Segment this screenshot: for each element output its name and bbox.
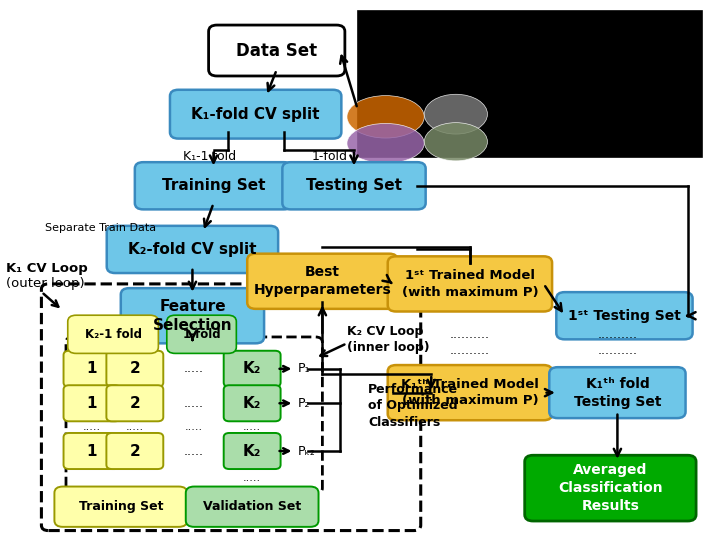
Text: ..........: .......... xyxy=(598,344,637,357)
FancyBboxPatch shape xyxy=(358,11,702,157)
Text: 1: 1 xyxy=(87,443,97,458)
FancyBboxPatch shape xyxy=(121,288,264,344)
Text: K₁ᵗʰ fold
Testing Set: K₁ᵗʰ fold Testing Set xyxy=(573,377,661,408)
Text: .....: ..... xyxy=(184,397,204,410)
Text: Data Set: Data Set xyxy=(236,41,317,59)
FancyBboxPatch shape xyxy=(107,226,278,273)
FancyBboxPatch shape xyxy=(106,433,164,469)
Text: K₂ CV Loop
(inner loop): K₂ CV Loop (inner loop) xyxy=(347,325,430,354)
Text: 2: 2 xyxy=(130,396,140,411)
FancyBboxPatch shape xyxy=(106,385,164,421)
FancyBboxPatch shape xyxy=(185,487,319,527)
Text: K₁ᵗʰ Trained Model
(with maximum P): K₁ᵗʰ Trained Model (with maximum P) xyxy=(401,378,539,407)
FancyBboxPatch shape xyxy=(106,351,164,387)
Text: .....: ..... xyxy=(185,422,203,432)
Text: ..........: .......... xyxy=(450,344,490,357)
Ellipse shape xyxy=(347,95,424,138)
FancyBboxPatch shape xyxy=(224,385,280,421)
Text: Best
Hyperparameters: Best Hyperparameters xyxy=(253,265,392,297)
FancyBboxPatch shape xyxy=(556,292,692,339)
FancyBboxPatch shape xyxy=(64,351,120,387)
Text: K₂-1 fold: K₂-1 fold xyxy=(84,328,142,341)
Text: Separate Train Data: Separate Train Data xyxy=(45,223,156,233)
Text: Pₖ₂: Pₖ₂ xyxy=(298,444,316,458)
Text: .....: ..... xyxy=(184,362,204,375)
Text: Training Set: Training Set xyxy=(79,500,163,513)
Ellipse shape xyxy=(424,123,488,161)
Text: Performance
of Optimized
Classifiers: Performance of Optimized Classifiers xyxy=(368,383,458,429)
FancyBboxPatch shape xyxy=(224,351,280,387)
Text: P₁: P₁ xyxy=(298,362,310,375)
Text: 1: 1 xyxy=(87,361,97,376)
FancyBboxPatch shape xyxy=(64,433,120,469)
Text: K₂: K₂ xyxy=(243,361,261,376)
Text: 1: 1 xyxy=(87,396,97,411)
Text: K₁ CV Loop: K₁ CV Loop xyxy=(6,262,88,274)
FancyBboxPatch shape xyxy=(282,162,426,210)
FancyBboxPatch shape xyxy=(209,25,345,76)
Text: .....: ..... xyxy=(184,444,204,458)
Text: (outer loop): (outer loop) xyxy=(6,278,85,291)
Text: 1ˢᵗ Testing Set: 1ˢᵗ Testing Set xyxy=(568,309,681,323)
FancyBboxPatch shape xyxy=(55,487,187,527)
FancyBboxPatch shape xyxy=(167,315,236,353)
FancyBboxPatch shape xyxy=(525,455,696,521)
Text: 2: 2 xyxy=(130,443,140,458)
Text: .....: ..... xyxy=(243,422,261,432)
Text: K₂-fold CV split: K₂-fold CV split xyxy=(128,242,257,257)
FancyBboxPatch shape xyxy=(388,365,552,420)
Text: 2: 2 xyxy=(130,361,140,376)
FancyBboxPatch shape xyxy=(388,256,552,311)
Text: K₂: K₂ xyxy=(243,396,261,411)
Text: ..........: .......... xyxy=(450,328,490,341)
Text: K₂: K₂ xyxy=(243,443,261,458)
FancyBboxPatch shape xyxy=(247,254,398,309)
FancyBboxPatch shape xyxy=(135,162,292,210)
FancyBboxPatch shape xyxy=(68,315,159,353)
Text: .....: ..... xyxy=(83,422,101,432)
Text: .....: ..... xyxy=(243,473,261,482)
Text: .....: ..... xyxy=(126,422,144,432)
Text: 1-fold: 1-fold xyxy=(182,328,221,341)
Text: ..........: .......... xyxy=(598,328,637,341)
Text: P₂: P₂ xyxy=(298,397,310,410)
Text: Feature
Selection: Feature Selection xyxy=(153,299,232,333)
FancyBboxPatch shape xyxy=(64,385,120,421)
Text: 1ˢᵗ Trained Model
(with maximum P): 1ˢᵗ Trained Model (with maximum P) xyxy=(401,269,538,299)
Text: K₁-1 fold: K₁-1 fold xyxy=(183,150,236,163)
Text: 1-fold: 1-fold xyxy=(312,150,348,163)
Text: Validation Set: Validation Set xyxy=(203,500,302,513)
FancyBboxPatch shape xyxy=(549,367,685,418)
Text: Training Set: Training Set xyxy=(161,178,266,193)
Ellipse shape xyxy=(424,94,488,134)
Text: Testing Set: Testing Set xyxy=(306,178,402,193)
Ellipse shape xyxy=(347,123,424,163)
FancyBboxPatch shape xyxy=(224,433,280,469)
Text: Averaged
Classification
Results: Averaged Classification Results xyxy=(558,463,663,513)
Text: K₁-fold CV split: K₁-fold CV split xyxy=(191,107,320,122)
FancyBboxPatch shape xyxy=(170,90,341,139)
